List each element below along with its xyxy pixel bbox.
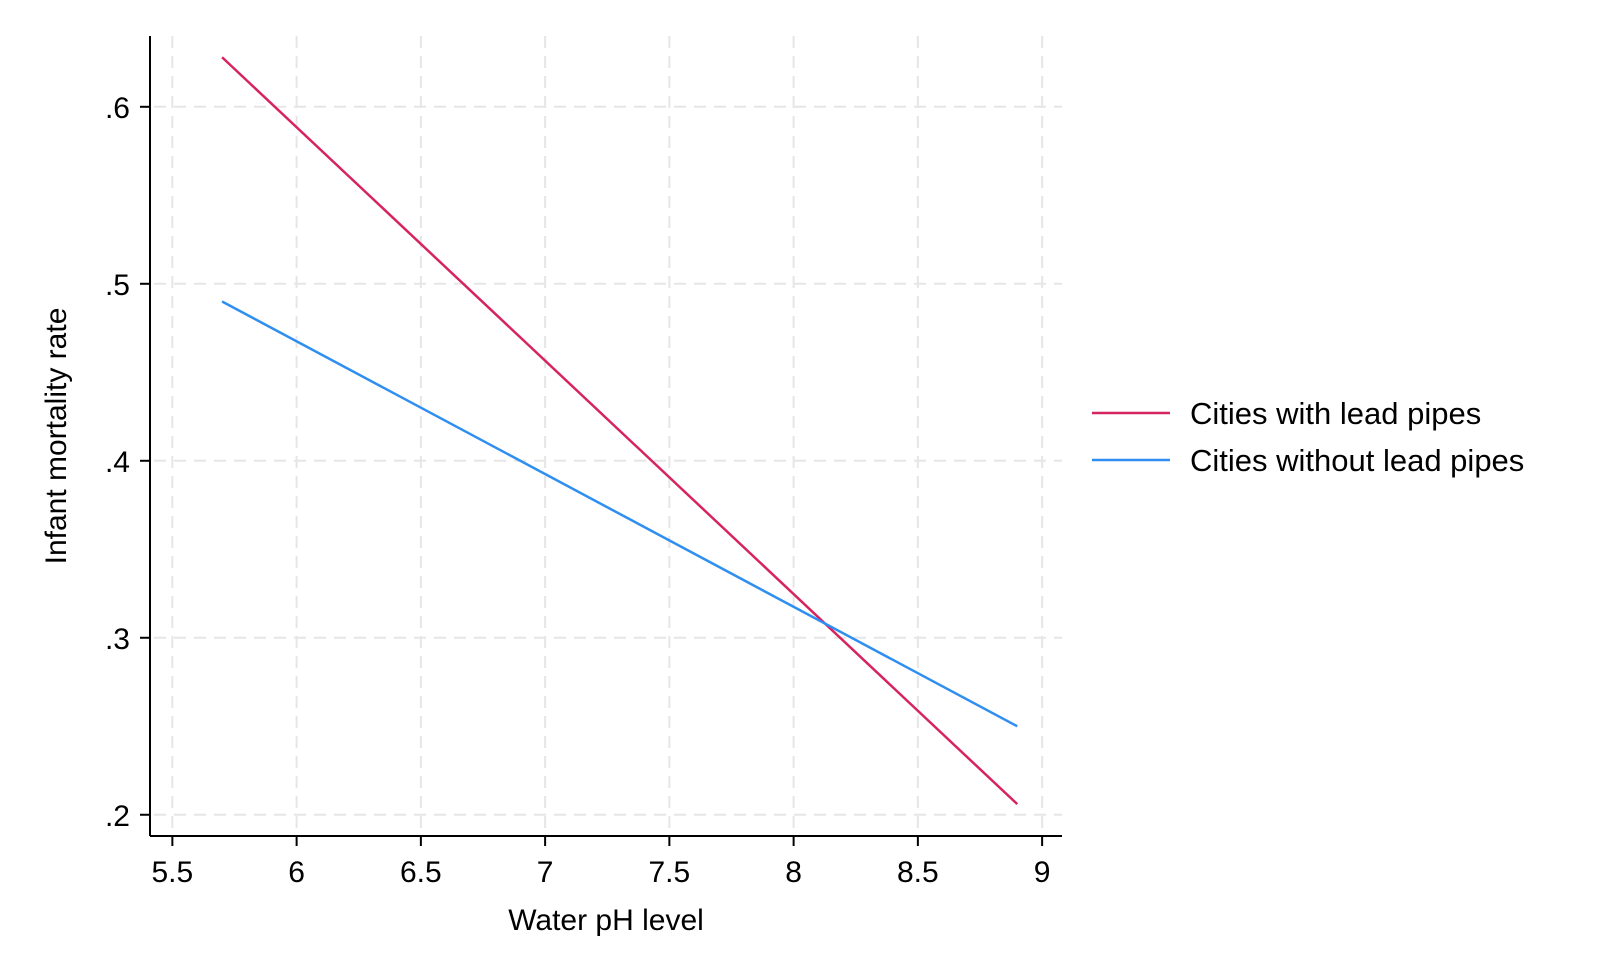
x-tick-label: 8.5 xyxy=(897,856,939,889)
y-tick-label: .6 xyxy=(105,92,130,125)
y-axis-title: Infant mortality rate xyxy=(40,308,73,565)
x-tick-label: 6.5 xyxy=(400,856,442,889)
axes xyxy=(149,36,1062,837)
x-axis-title: Water pH level xyxy=(508,904,704,937)
x-tick-label: 8 xyxy=(785,856,802,889)
y-tick-label: .3 xyxy=(105,623,130,656)
y-tick-label: .2 xyxy=(105,800,130,833)
x-tick-label: 5.5 xyxy=(152,856,194,889)
x-tick-label: 7 xyxy=(537,856,554,889)
x-tick-label: 9 xyxy=(1034,856,1051,889)
x-tick-label: 6 xyxy=(288,856,305,889)
x-tick-label: 7.5 xyxy=(649,856,691,889)
legend-label-no-lead: Cities without lead pipes xyxy=(1190,443,1524,478)
y-tick-label: .5 xyxy=(105,269,130,302)
series-line-no-lead xyxy=(221,300,1018,728)
gridlines xyxy=(154,36,1062,832)
y-tick-label: .4 xyxy=(105,446,130,479)
ticks: 5.5 6 6.5 7 7.5 8 8.5 9 .2 .3 .4 .5 .6 xyxy=(105,92,1050,889)
legend: Cities with lead pipes Cities without le… xyxy=(1092,396,1524,478)
legend-label-lead: Cities with lead pipes xyxy=(1190,396,1481,431)
series-line-lead xyxy=(221,56,1019,806)
series-lines xyxy=(221,56,1019,806)
